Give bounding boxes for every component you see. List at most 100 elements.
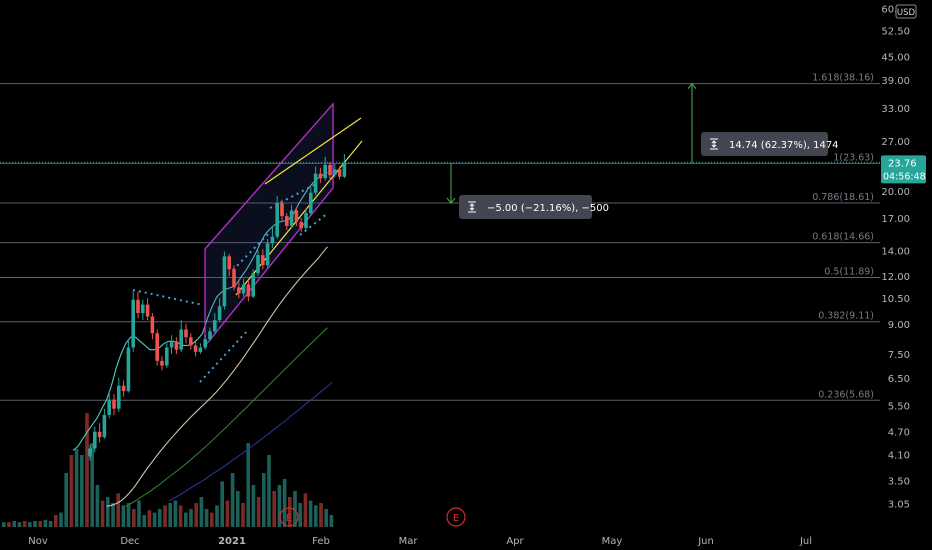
x-tick-label: Feb <box>312 536 330 547</box>
candle-body <box>265 243 270 266</box>
candle-body <box>227 256 231 270</box>
y-tick-label: 39.00 <box>881 76 910 87</box>
y-tick-label: 17.00 <box>881 214 910 225</box>
measure-label: 14.74 (62.37%), 1474 <box>729 140 839 151</box>
candle-body <box>203 339 207 348</box>
volume-bars <box>2 413 334 527</box>
last-price-box <box>881 155 926 184</box>
volume-bar <box>22 521 27 527</box>
y-tick-label: 4.70 <box>888 428 910 439</box>
candle-body <box>141 304 145 314</box>
candle-body <box>88 448 92 457</box>
volume-bar <box>64 473 68 527</box>
volume-bar <box>329 515 334 527</box>
candle-body <box>213 320 217 332</box>
fib-level-label: 0.618(14.66) <box>812 232 874 243</box>
currency-label: USD <box>897 8 916 18</box>
x-tick-label: May <box>602 536 623 547</box>
volume-bar <box>293 491 297 527</box>
price-range-measures[interactable]: 14.74 (62.37%), 1474 −5.00 (−21.16%), −50… <box>446 82 839 219</box>
candle-body <box>294 210 299 223</box>
candle-body <box>289 210 294 227</box>
measure-up[interactable]: 14.74 (62.37%), 1474 <box>687 82 839 164</box>
volume-bar <box>12 521 16 527</box>
dotted-support-line-4 <box>269 183 317 209</box>
fib-level-label: 0.236(5.68) <box>818 389 874 400</box>
volume-bar <box>308 500 313 527</box>
moving-average-line <box>106 246 328 507</box>
volume-bar <box>251 485 256 527</box>
fibonacci-levels[interactable]: 1.618(38.16) 1(23.63) 0.786(18.61) 0.618(14… <box>0 73 880 401</box>
candle-body <box>112 399 116 409</box>
volume-bar <box>147 510 152 527</box>
x-tick-label: Jul <box>799 536 812 547</box>
volume-bar <box>246 443 250 527</box>
candle-body <box>160 360 164 366</box>
earnings-marker-label: E <box>453 513 459 524</box>
candle-body <box>136 299 140 314</box>
measure-down[interactable]: −5.00 (−21.16%), −500 <box>446 163 609 219</box>
volume-bar <box>225 500 230 527</box>
y-tick-label: 6.50 <box>888 374 910 385</box>
time-axis[interactable]: Nov Dec 2021 Feb Mar Apr May Jun Jul <box>28 536 812 547</box>
volume-bar <box>80 455 84 527</box>
channel-box[interactable] <box>204 102 334 348</box>
candle-body <box>342 162 347 177</box>
volume-bar <box>277 485 282 527</box>
candle-body <box>184 329 188 338</box>
volume-bar <box>17 522 22 527</box>
candle-body <box>309 192 313 214</box>
volume-bar <box>282 479 287 527</box>
candle-body <box>174 341 179 350</box>
candle-body <box>318 173 323 179</box>
fib-level-label: 1(23.63) <box>833 152 874 163</box>
volume-bar <box>43 519 48 527</box>
volume-bar <box>303 493 308 527</box>
price-axis[interactable]: 60.0052.5045.0039.0033.0027.0020.0017.00… <box>881 4 926 511</box>
candle-body <box>299 222 303 229</box>
volume-bar <box>74 449 79 527</box>
candle-body <box>189 337 193 346</box>
candle-body <box>280 203 284 217</box>
y-tick-label: 27.00 <box>881 137 910 148</box>
volume-bar <box>137 500 141 527</box>
volume-bar <box>241 503 245 527</box>
candle-body <box>222 256 227 307</box>
dotted-support-line-1 <box>132 289 204 306</box>
earnings-marker-label: E <box>286 513 292 524</box>
y-tick-label: 20.00 <box>881 187 910 198</box>
candle-body <box>169 341 174 348</box>
candle-body <box>208 331 212 340</box>
candle-body <box>107 399 111 415</box>
wedge-upper-line[interactable] <box>264 117 362 185</box>
volume-bar <box>168 503 172 527</box>
volume-bar <box>220 481 224 527</box>
x-tick-label: Apr <box>506 536 524 547</box>
last-price-value: 23.76 <box>888 158 917 169</box>
candle-body <box>179 329 183 350</box>
candle-body <box>232 269 236 288</box>
y-tick-label: 5.50 <box>888 402 910 413</box>
candle-body <box>241 284 246 294</box>
volume-bar <box>163 505 167 527</box>
volume-bar <box>59 512 63 527</box>
volume-bar <box>152 512 157 527</box>
volume-bar <box>256 497 261 527</box>
volume-bar <box>236 491 240 527</box>
volume-bar <box>116 493 120 527</box>
volume-bar <box>111 503 115 527</box>
earnings-marker[interactable] <box>446 507 466 527</box>
earnings-marker[interactable] <box>279 507 299 527</box>
candle-body <box>304 213 308 229</box>
volume-bar <box>204 509 209 527</box>
candle-body <box>251 273 255 297</box>
candle-body <box>313 173 318 193</box>
currency-badge[interactable]: USD <box>895 4 917 19</box>
x-tick-label: Dec <box>120 536 139 547</box>
y-tick-label: 4.10 <box>888 450 910 461</box>
candle-body <box>275 203 279 237</box>
volume-bar <box>100 500 105 527</box>
y-tick-label: 14.00 <box>881 246 910 257</box>
